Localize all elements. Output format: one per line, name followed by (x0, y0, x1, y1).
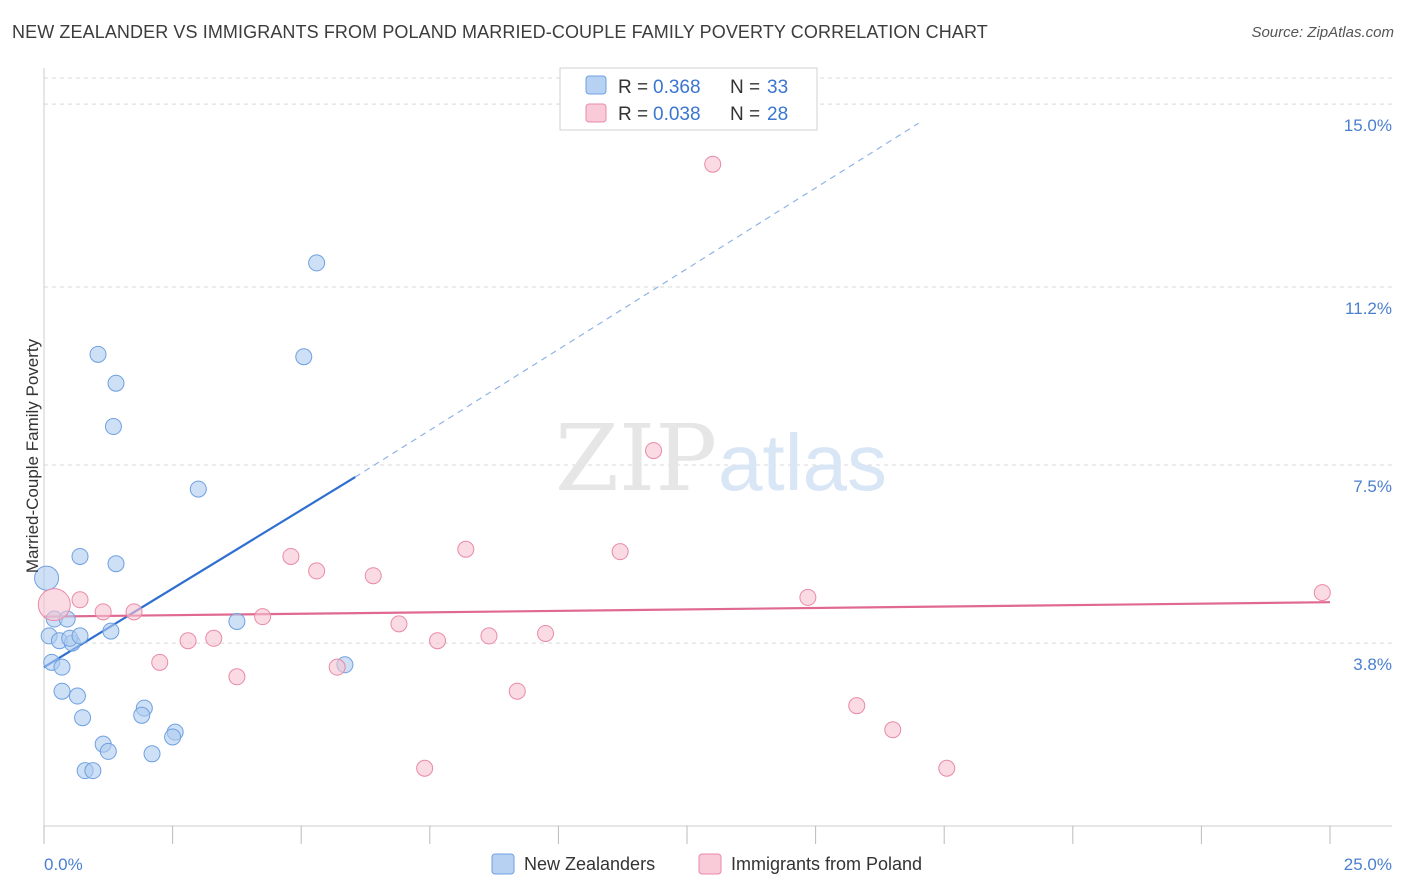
chart-title: NEW ZEALANDER VS IMMIGRANTS FROM POLAND … (12, 22, 988, 42)
trend-line-extension-blue (354, 122, 919, 478)
data-point-poland (508, 682, 526, 700)
data-point-poland (94, 603, 112, 621)
data-point-poland (328, 658, 346, 676)
data-point-new-zealanders (133, 706, 151, 724)
y-tick-label: 11.2% (1345, 299, 1392, 318)
bottom-legend-label: Immigrants from Poland (731, 854, 922, 874)
data-point-poland (205, 629, 223, 647)
data-point-poland (480, 627, 498, 645)
data-points (34, 155, 1331, 780)
data-point-new-zealanders (89, 345, 107, 363)
data-point-poland (848, 697, 866, 715)
data-point-poland (364, 567, 382, 585)
data-point-poland (151, 653, 169, 671)
data-point-new-zealanders (74, 709, 92, 727)
x-tick-label: 0.0% (44, 855, 83, 874)
data-point-poland (429, 632, 447, 650)
data-point-poland (537, 624, 555, 642)
bottom-legend-label: New Zealanders (524, 854, 655, 874)
source-label: Source: ZipAtlas.com (1251, 24, 1394, 41)
data-point-poland (308, 562, 326, 580)
data-point-new-zealanders (295, 348, 313, 366)
bottom-legend-swatch-blue (491, 853, 515, 875)
data-point-poland (390, 615, 408, 633)
data-point-poland (611, 543, 629, 561)
bottom-legend: New Zealanders Immigrants from Poland (491, 853, 922, 875)
data-point-new-zealanders (53, 682, 71, 700)
data-point-poland (37, 588, 71, 622)
legend-r-value: 0.368 (653, 77, 701, 98)
data-point-poland (179, 632, 197, 650)
data-point-new-zealanders (164, 728, 182, 746)
data-point-new-zealanders (189, 480, 207, 498)
legend-r-label: R = (618, 104, 648, 125)
data-point-new-zealanders (99, 742, 117, 760)
legend-n-value: 33 (767, 77, 788, 98)
data-point-new-zealanders (228, 612, 246, 630)
trend-line-blue (43, 476, 356, 669)
data-point-new-zealanders (68, 687, 86, 705)
data-point-poland (416, 759, 434, 777)
data-point-poland (457, 540, 475, 558)
legend-n-label: N = (730, 104, 760, 125)
data-point-new-zealanders (308, 254, 326, 272)
data-point-new-zealanders (53, 658, 71, 676)
y-tick-label: 7.5% (1353, 477, 1392, 496)
legend-n-value: 28 (767, 104, 788, 125)
trend-lines (43, 122, 1331, 669)
watermark-atlas: atlas (718, 418, 887, 507)
data-point-new-zealanders (107, 374, 125, 392)
data-point-new-zealanders (71, 547, 89, 565)
data-point-poland (799, 588, 817, 606)
x-tick-label: 25.0% (1344, 855, 1392, 874)
top-legend: R = 0.368 N = 33 R = 0.038 N = 28 (559, 67, 818, 131)
data-point-new-zealanders (84, 762, 102, 780)
data-point-new-zealanders (102, 622, 120, 640)
axes (43, 68, 1392, 844)
data-point-poland (884, 721, 902, 739)
watermark: ZIP atlas (555, 405, 887, 512)
legend-r-value: 0.038 (653, 104, 701, 125)
y-tick-label: 3.8% (1353, 655, 1392, 674)
legend-swatch-pink (585, 103, 607, 123)
tick-labels: 3.8% 7.5% 11.2% 15.0% 0.0% 25.0% (44, 116, 1392, 874)
data-point-poland (125, 603, 143, 621)
y-axis-label: Married-Couple Family Poverty (23, 338, 42, 573)
legend-swatch-blue (585, 75, 607, 95)
data-point-poland (254, 608, 272, 626)
bottom-legend-swatch-pink (698, 853, 722, 875)
data-point-poland (645, 442, 663, 460)
watermark-zip: ZIP (555, 405, 717, 512)
legend-r-label: R = (618, 77, 648, 98)
data-point-poland (938, 759, 956, 777)
data-point-new-zealanders (107, 555, 125, 573)
y-tick-label: 15.0% (1344, 116, 1392, 135)
data-point-poland (228, 668, 246, 686)
data-point-poland (71, 591, 89, 609)
data-point-poland (282, 547, 300, 565)
data-point-poland (704, 155, 722, 173)
data-point-new-zealanders (71, 627, 89, 645)
legend-n-label: N = (730, 77, 760, 98)
data-point-poland (1313, 584, 1331, 602)
data-point-new-zealanders (143, 745, 161, 763)
data-point-new-zealanders (104, 418, 122, 436)
